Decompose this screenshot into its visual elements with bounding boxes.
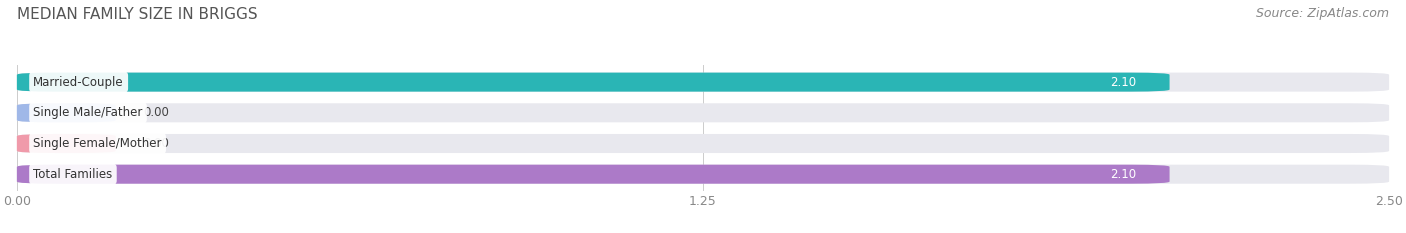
Text: Source: ZipAtlas.com: Source: ZipAtlas.com [1256, 7, 1389, 20]
FancyBboxPatch shape [17, 73, 1170, 92]
FancyBboxPatch shape [17, 134, 1389, 153]
Text: 2.10: 2.10 [1111, 168, 1136, 181]
FancyBboxPatch shape [17, 165, 1389, 184]
FancyBboxPatch shape [17, 103, 115, 122]
FancyBboxPatch shape [17, 134, 115, 153]
Text: Single Female/Mother: Single Female/Mother [34, 137, 162, 150]
FancyBboxPatch shape [17, 103, 1389, 122]
Text: Total Families: Total Families [34, 168, 112, 181]
Text: 2.10: 2.10 [1111, 76, 1136, 89]
Text: Single Male/Father: Single Male/Father [34, 106, 143, 119]
Text: 0.00: 0.00 [143, 106, 169, 119]
FancyBboxPatch shape [17, 73, 1389, 92]
Text: MEDIAN FAMILY SIZE IN BRIGGS: MEDIAN FAMILY SIZE IN BRIGGS [17, 7, 257, 22]
FancyBboxPatch shape [17, 165, 1170, 184]
Text: Married-Couple: Married-Couple [34, 76, 124, 89]
Text: 0.00: 0.00 [143, 137, 169, 150]
